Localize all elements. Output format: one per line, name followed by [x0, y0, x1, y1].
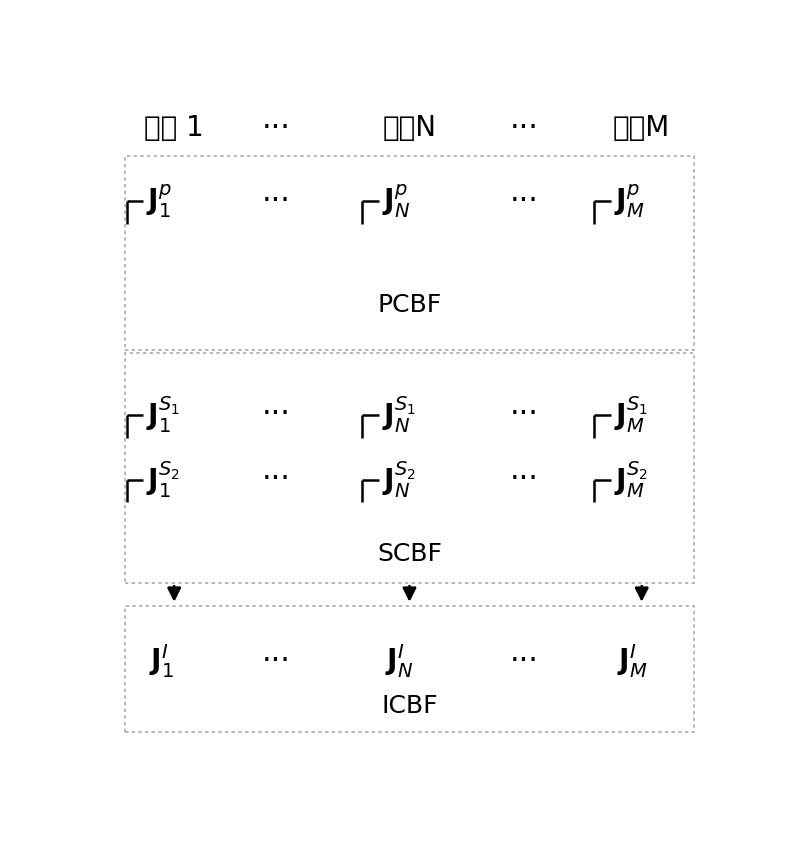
- Text: ···: ···: [510, 465, 539, 495]
- Text: ···: ···: [262, 647, 291, 675]
- Text: $\mathbf{J}_{1}^{p}$: $\mathbf{J}_{1}^{p}$: [146, 182, 172, 220]
- Bar: [125, 353, 694, 584]
- Text: ···: ···: [510, 647, 539, 675]
- Text: $\mathbf{J}_{M}^{I}$: $\mathbf{J}_{M}^{I}$: [617, 643, 647, 680]
- Text: $\mathbf{J}_{N}^{S_2}$: $\mathbf{J}_{N}^{S_2}$: [382, 460, 415, 500]
- Text: $\mathbf{J}_{1}^{I}$: $\mathbf{J}_{1}^{I}$: [149, 643, 174, 680]
- Text: ···: ···: [262, 465, 291, 495]
- Text: $\mathbf{J}_{N}^{p}$: $\mathbf{J}_{N}^{p}$: [382, 182, 410, 220]
- Text: 子域M: 子域M: [613, 114, 670, 142]
- Text: $\mathbf{J}_{M}^{p}$: $\mathbf{J}_{M}^{p}$: [614, 182, 644, 220]
- Bar: [125, 606, 694, 733]
- Text: PCBF: PCBF: [377, 293, 442, 317]
- Text: ···: ···: [262, 400, 291, 430]
- Text: ···: ···: [510, 114, 539, 143]
- Text: SCBF: SCBF: [377, 542, 442, 566]
- Text: $\mathbf{J}_{1}^{S_1}$: $\mathbf{J}_{1}^{S_1}$: [146, 395, 180, 435]
- Text: ···: ···: [510, 400, 539, 430]
- Text: $\mathbf{J}_{N}^{S_1}$: $\mathbf{J}_{N}^{S_1}$: [382, 395, 415, 435]
- Text: $\mathbf{J}_{1}^{S_2}$: $\mathbf{J}_{1}^{S_2}$: [146, 460, 180, 500]
- Text: ···: ···: [510, 187, 539, 216]
- Text: ICBF: ICBF: [381, 695, 438, 718]
- Text: ···: ···: [262, 114, 291, 143]
- Text: $\mathbf{J}_{N}^{I}$: $\mathbf{J}_{N}^{I}$: [385, 643, 413, 680]
- Bar: [125, 156, 694, 350]
- Text: $\mathbf{J}_{M}^{S_2}$: $\mathbf{J}_{M}^{S_2}$: [614, 460, 647, 500]
- Text: ···: ···: [262, 187, 291, 216]
- Text: 子域 1: 子域 1: [145, 114, 204, 142]
- Text: $\mathbf{J}_{M}^{S_1}$: $\mathbf{J}_{M}^{S_1}$: [614, 395, 648, 435]
- Text: 子域N: 子域N: [383, 114, 436, 142]
